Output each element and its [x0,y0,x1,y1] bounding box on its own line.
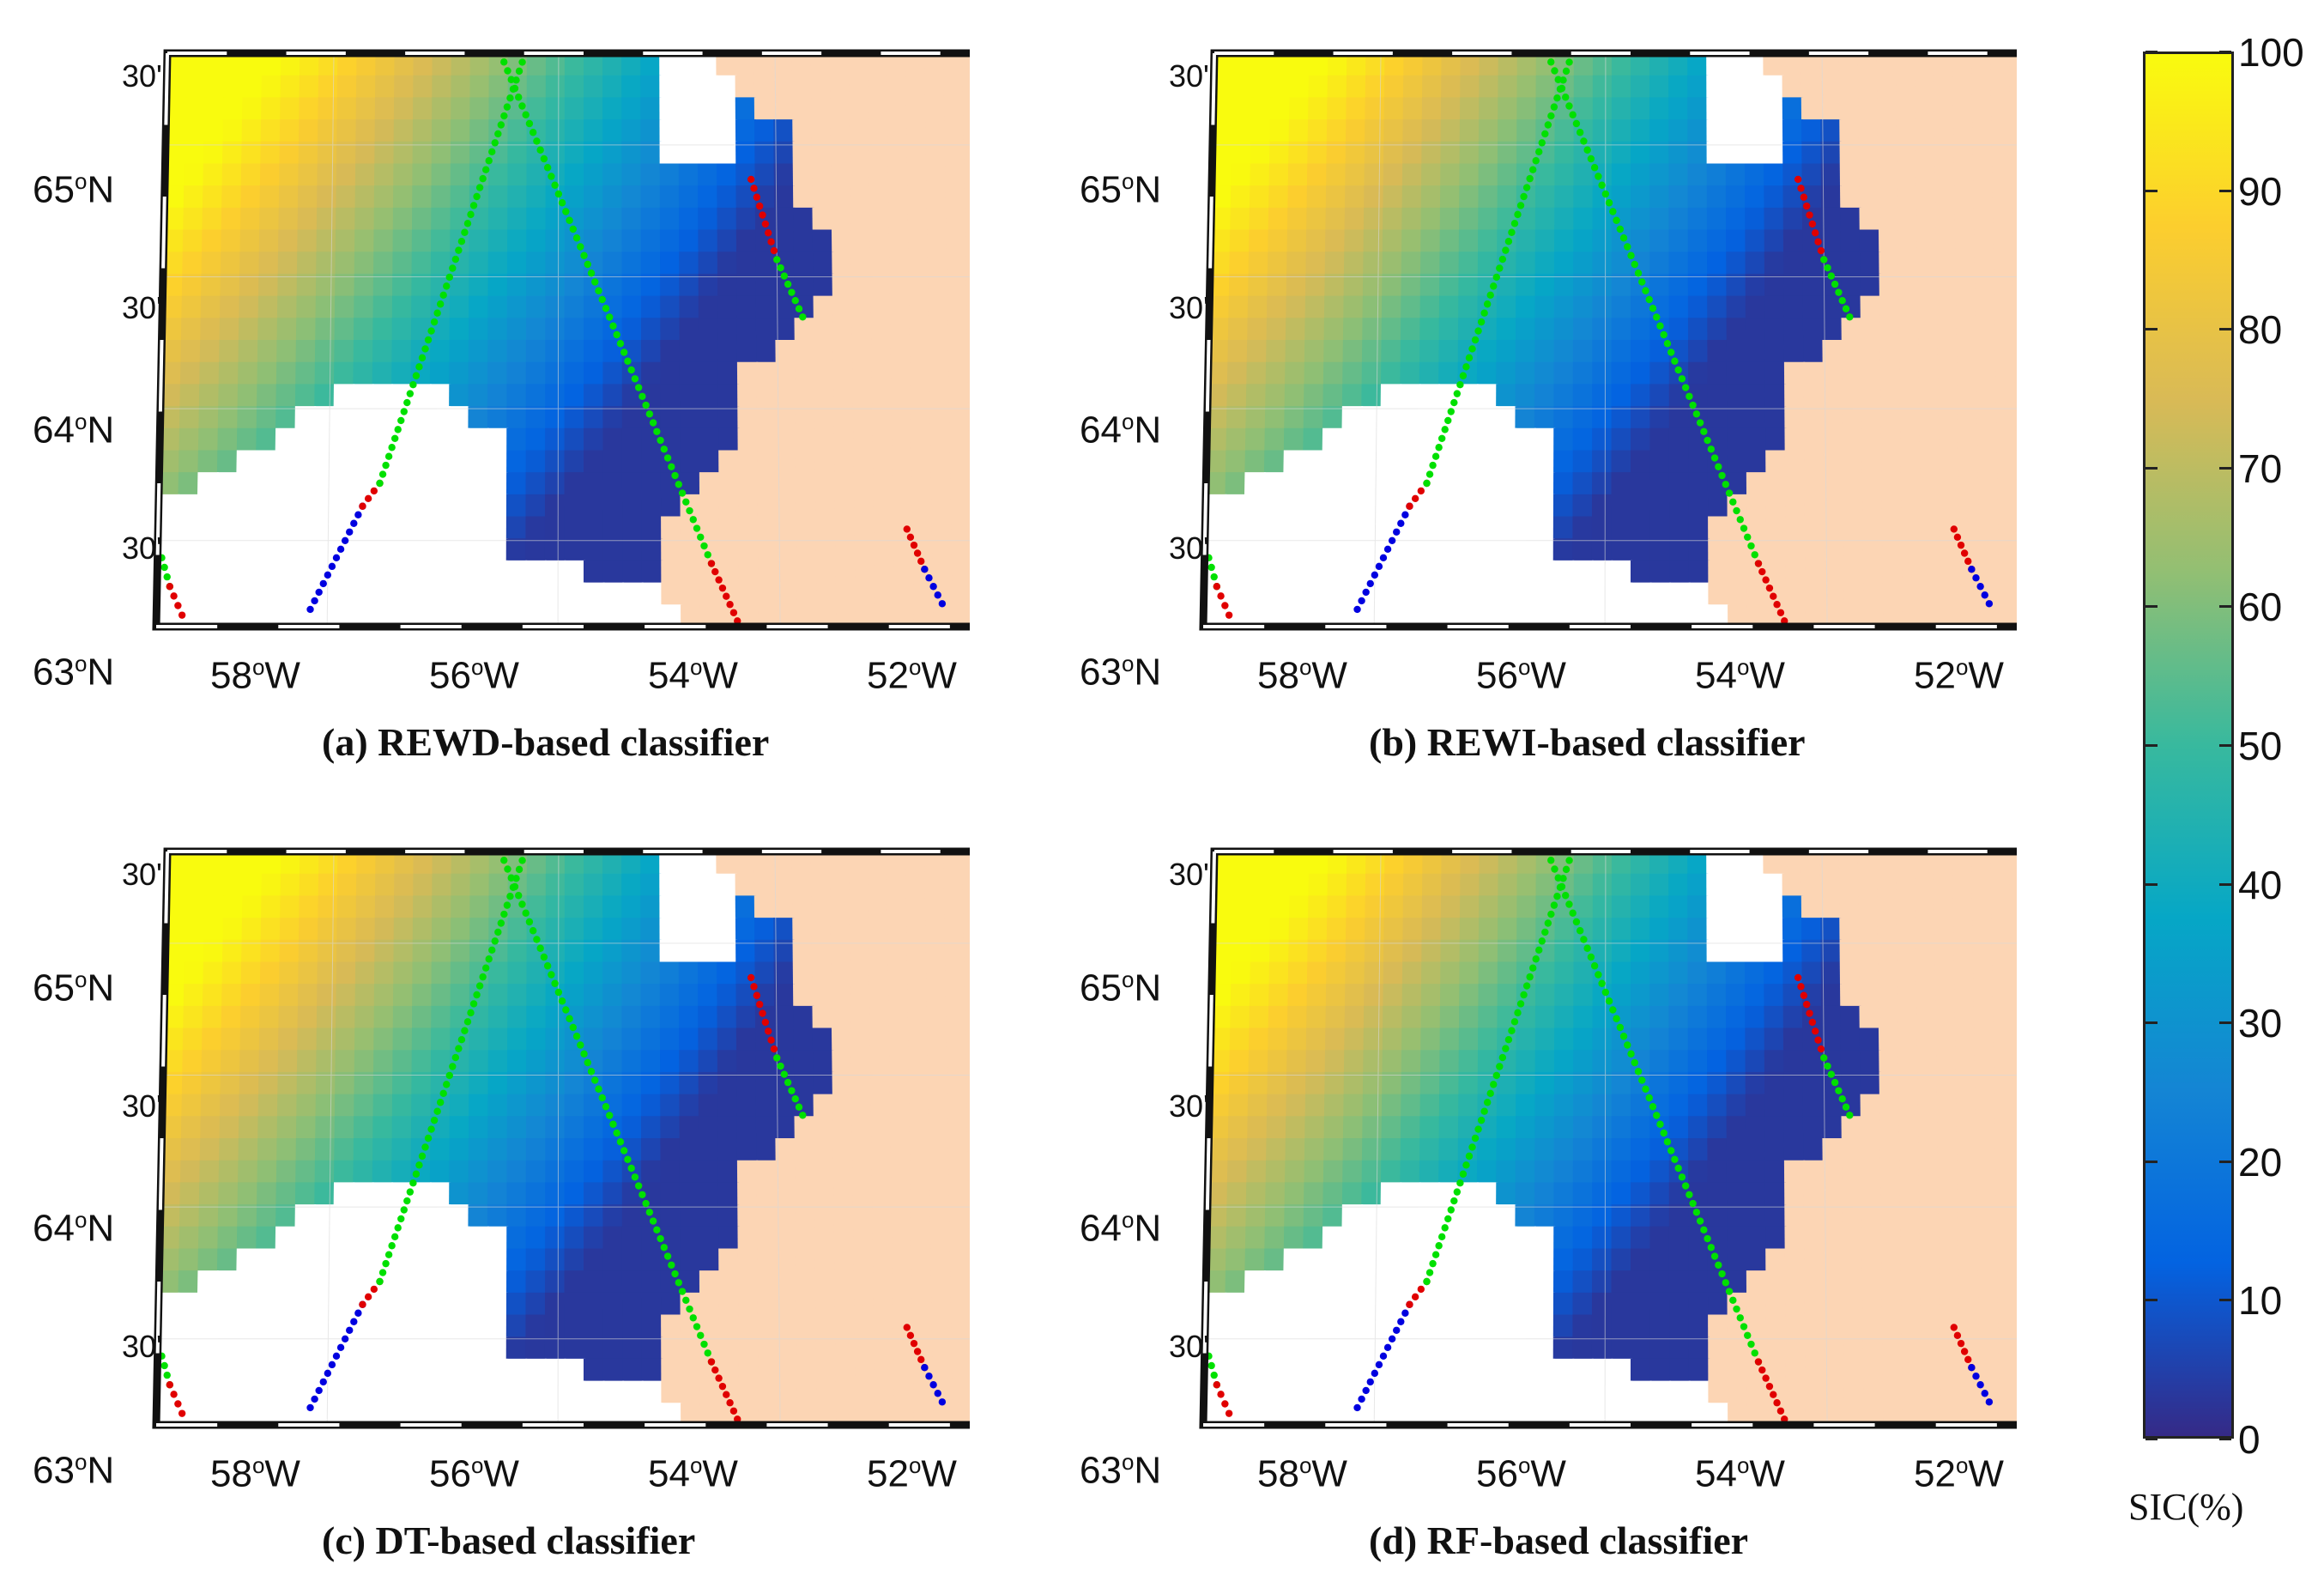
map-panel-c: 65oN 64oN 63oN 30' 30' 30' 58oW 56oW 54oW 52oW (c)… [26,815,970,1588]
lon-label-54W: 54oW [648,1452,738,1496]
colorbar-tick-mark [2219,190,2231,192]
colorbar-tick-label: 50 [2238,723,2282,769]
colorbar-label: SIC(%) [2128,1485,2243,1529]
lon-label-52W: 52oW [867,1452,957,1496]
colorbar-tick-mark [2219,605,2231,608]
lon-label-56W: 56oW [1476,654,1566,698]
lat-minor-label: 30' [1169,1329,1209,1365]
lat-minor-label: 30' [1169,58,1209,94]
lat-minor-label: 30' [122,290,162,326]
colorbar-tick-label: 90 [2238,168,2282,215]
panel-caption: (c) DT-based classifier [322,1518,695,1563]
lon-label-54W: 54oW [1695,1452,1785,1496]
lat-minor-label: 30' [122,1329,162,1365]
sic-field [156,852,970,1426]
colorbar-tick-mark [2145,1438,2158,1440]
colorbar-tick-mark [2219,1161,2231,1163]
lon-label-58W: 58oW [210,1452,300,1496]
map-panel-d: 65oN 64oN 63oN 30' 30' 30' 58oW 56oW 54oW 52oW (d)… [1073,815,2017,1588]
lat-minor-label: 30' [1169,290,1209,326]
colorbar-tick-mark [2145,190,2158,192]
lat-minor-label: 30' [1169,530,1209,567]
colorbar-tick-label: 100 [2238,29,2304,76]
colorbar-tick-mark [2219,467,2231,470]
lat-label-65N: 65oN [1080,168,1161,212]
colorbar-tick-label: 0 [2238,1416,2260,1463]
lat-label-63N: 63oN [1080,1449,1161,1493]
lon-label-56W: 56oW [1476,1452,1566,1496]
lon-label-58W: 58oW [1257,1452,1347,1496]
lon-label-54W: 54oW [1695,654,1785,698]
colorbar-tick-label: 20 [2238,1139,2282,1185]
lon-label-58W: 58oW [1257,654,1347,698]
colorbar-tick-mark [2145,605,2158,608]
lon-label-52W: 52oW [1914,654,2004,698]
colorbar-tick-label: 60 [2238,584,2282,630]
lat-label-65N: 65oN [33,967,114,1010]
colorbar-tick-mark [2219,883,2231,886]
lat-minor-label: 30' [122,58,162,94]
lat-label-63N: 63oN [33,651,114,694]
lat-label-65N: 65oN [1080,967,1161,1010]
colorbar-tick-mark [2145,883,2158,886]
map-panel-b: 65oN 64oN 63oN 30' 30' 30' 58oW 56oW 54oW 52oW (b)… [1073,17,2017,790]
lon-label-52W: 52oW [867,654,957,698]
colorbar-tick-mark [2145,467,2158,470]
colorbar-tick-mark [2219,744,2231,747]
lon-label-58W: 58oW [210,654,300,698]
colorbar-tick-mark [2145,328,2158,330]
lon-label-56W: 56oW [429,654,519,698]
colorbar-tick-mark [2219,1438,2231,1440]
sic-field [156,53,970,627]
panel-caption: (d) RF-based classifier [1369,1518,1748,1563]
lon-label-56W: 56oW [429,1452,519,1496]
panel-caption: (a) REWD-based classifier [322,719,769,765]
lon-label-52W: 52oW [1914,1452,2004,1496]
lon-label-54W: 54oW [648,654,738,698]
panel-caption: (b) REWI-based classifier [1369,719,1806,765]
lat-minor-label: 30' [122,530,162,567]
colorbar-tick-mark [2145,744,2158,747]
lat-label-65N: 65oN [33,168,114,212]
lat-label-64N: 64oN [1080,409,1161,452]
lat-minor-label: 30' [1169,1088,1209,1124]
map-panel-a: 65oN 64oN 63oN 30' 30' 30' 58oW 56oW 54oW 52oW (a)… [26,17,970,790]
lat-label-63N: 63oN [33,1449,114,1493]
lat-label-64N: 64oN [33,1207,114,1251]
lat-label-64N: 64oN [33,409,114,452]
lat-minor-label: 30' [122,857,162,893]
lat-minor-label: 30' [1169,857,1209,893]
colorbar-tick-mark [2145,1021,2158,1024]
sic-field [1203,852,2017,1426]
lat-label-64N: 64oN [1080,1207,1161,1251]
colorbar-tick-label: 40 [2238,862,2282,908]
colorbar-tick-mark [2219,1299,2231,1301]
colorbar-tick-label: 10 [2238,1277,2282,1324]
colorbar-tick-label: 80 [2238,306,2282,353]
colorbar-tick-mark [2219,51,2231,53]
sic-field [1203,53,2017,627]
colorbar-tick-mark [2145,1161,2158,1163]
lat-minor-label: 30' [122,1088,162,1124]
colorbar-tick-mark [2219,1021,2231,1024]
lat-label-63N: 63oN [1080,651,1161,694]
colorbar-tick-label: 30 [2238,1000,2282,1046]
colorbar-tick-mark [2219,328,2231,330]
colorbar-tick-label: 70 [2238,445,2282,492]
colorbar-tick-mark [2145,51,2158,53]
colorbar-tick-mark [2145,1299,2158,1301]
